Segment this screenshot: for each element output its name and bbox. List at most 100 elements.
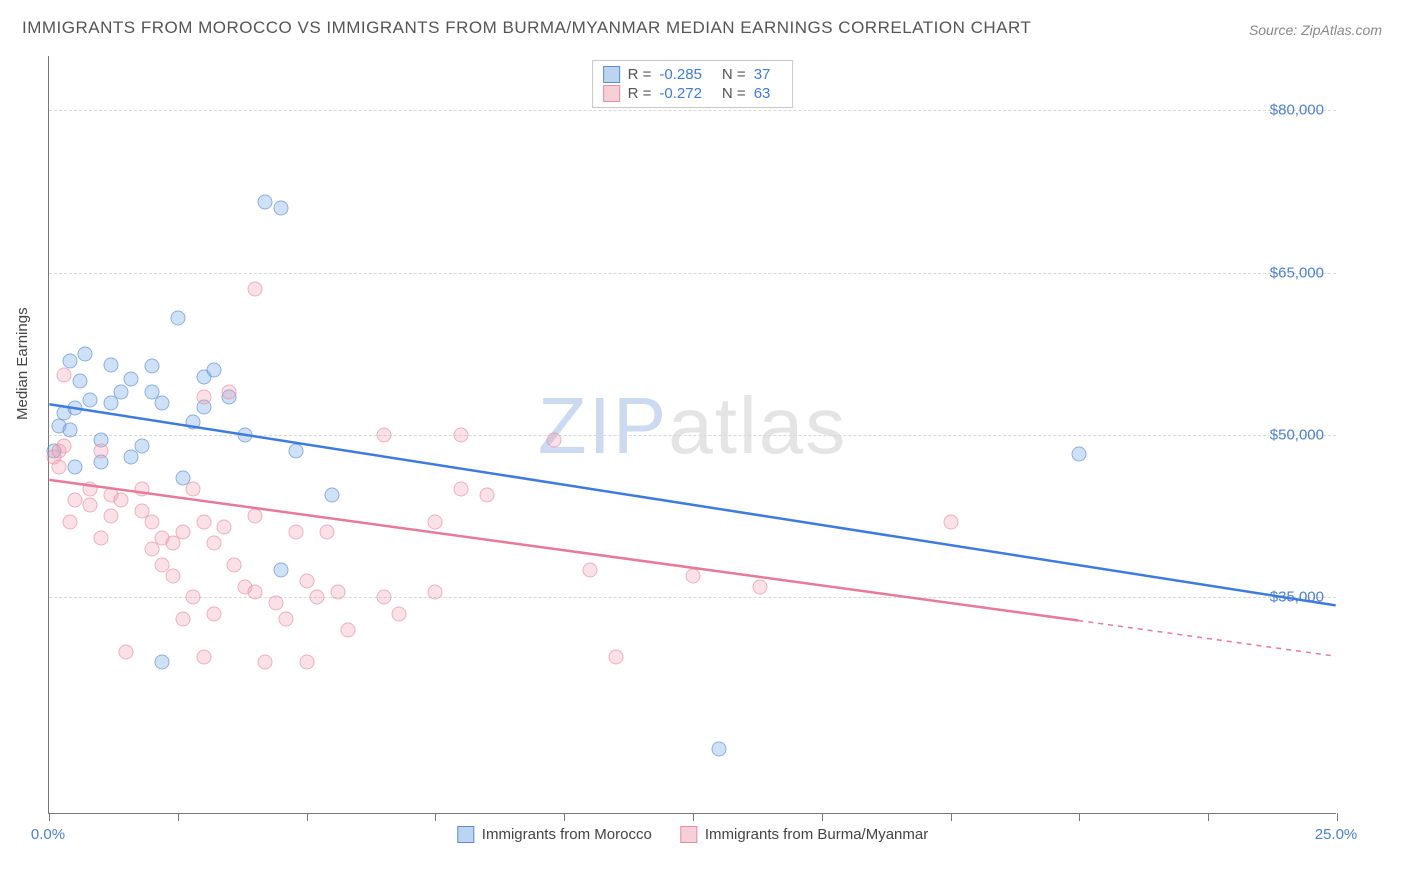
x-tick — [693, 813, 694, 821]
point-burma — [248, 281, 263, 296]
point-morocco — [83, 393, 98, 408]
point-morocco — [155, 395, 170, 410]
point-burma — [320, 525, 335, 540]
point-morocco — [237, 428, 252, 443]
point-morocco — [72, 373, 87, 388]
point-burma — [114, 492, 129, 507]
stats-legend-box: R = -0.285 N = 37 R = -0.272 N = 63 — [592, 60, 794, 108]
gridline — [49, 273, 1336, 274]
point-burma — [227, 557, 242, 572]
legend-label-burma: Immigrants from Burma/Myanmar — [705, 826, 928, 843]
point-morocco — [325, 487, 340, 502]
point-burma — [165, 568, 180, 583]
point-burma — [546, 433, 561, 448]
stats-row-morocco: R = -0.285 N = 37 — [603, 65, 783, 84]
point-morocco — [134, 438, 149, 453]
x-tick — [178, 813, 179, 821]
point-morocco — [62, 422, 77, 437]
point-burma — [175, 525, 190, 540]
point-burma — [309, 590, 324, 605]
swatch-blue-icon — [603, 66, 620, 83]
watermark: ZIPatlas — [538, 379, 847, 471]
point-burma — [196, 649, 211, 664]
gridline — [49, 110, 1336, 111]
point-burma — [52, 460, 67, 475]
point-burma — [278, 612, 293, 627]
point-burma — [943, 514, 958, 529]
swatch-pink-icon — [680, 826, 697, 843]
point-burma — [196, 514, 211, 529]
point-burma — [62, 514, 77, 529]
point-burma — [93, 530, 108, 545]
legend-label-morocco: Immigrants from Morocco — [482, 826, 652, 843]
x-tick — [822, 813, 823, 821]
chart-title: IMMIGRANTS FROM MOROCCO VS IMMIGRANTS FR… — [22, 18, 1031, 38]
gridline — [49, 597, 1336, 598]
n-label: N = — [722, 85, 746, 102]
x-tick — [307, 813, 308, 821]
watermark-atlas: atlas — [668, 380, 847, 469]
point-burma — [299, 655, 314, 670]
x-tick — [1337, 813, 1338, 821]
point-burma — [206, 606, 221, 621]
point-burma — [175, 612, 190, 627]
point-morocco — [67, 400, 82, 415]
x-tick-label: 25.0% — [1315, 826, 1358, 843]
point-morocco — [114, 384, 129, 399]
x-tick — [1208, 813, 1209, 821]
point-burma — [119, 644, 134, 659]
point-burma — [289, 525, 304, 540]
point-morocco — [145, 358, 160, 373]
point-burma — [206, 536, 221, 551]
point-burma — [428, 585, 443, 600]
x-tick — [1079, 813, 1080, 821]
point-burma — [376, 428, 391, 443]
watermark-zip: ZIP — [538, 380, 668, 469]
point-burma — [248, 585, 263, 600]
point-burma — [57, 438, 72, 453]
x-tick-label: 0.0% — [31, 826, 65, 843]
point-burma — [145, 514, 160, 529]
point-burma — [330, 585, 345, 600]
point-burma — [83, 498, 98, 513]
y-tick-label: $35,000 — [1270, 589, 1324, 606]
point-morocco — [273, 563, 288, 578]
point-burma — [340, 622, 355, 637]
y-tick-label: $65,000 — [1270, 264, 1324, 281]
point-morocco — [711, 742, 726, 757]
point-burma — [454, 428, 469, 443]
point-morocco — [67, 460, 82, 475]
point-morocco — [78, 346, 93, 361]
point-burma — [196, 390, 211, 405]
point-burma — [686, 568, 701, 583]
point-burma — [376, 590, 391, 605]
stats-row-burma: R = -0.272 N = 63 — [603, 84, 783, 103]
point-burma — [103, 509, 118, 524]
swatch-blue-icon — [457, 826, 474, 843]
point-burma — [608, 649, 623, 664]
legend-item-morocco: Immigrants from Morocco — [457, 826, 652, 843]
y-axis-label: Median Earnings — [14, 307, 31, 420]
swatch-pink-icon — [603, 85, 620, 102]
point-morocco — [258, 195, 273, 210]
point-morocco — [206, 363, 221, 378]
point-burma — [268, 595, 283, 610]
point-burma — [299, 574, 314, 589]
plot-area: ZIPatlas $35,000$50,000$65,000$80,000 R … — [48, 56, 1336, 814]
source-attribution: Source: ZipAtlas.com — [1249, 22, 1382, 38]
r-label: R = — [628, 66, 652, 83]
point-burma — [258, 655, 273, 670]
x-tick — [435, 813, 436, 821]
point-morocco — [155, 655, 170, 670]
point-morocco — [62, 354, 77, 369]
point-burma — [186, 482, 201, 497]
point-burma — [222, 384, 237, 399]
point-morocco — [170, 311, 185, 326]
morocco-n-value: 37 — [754, 66, 771, 83]
point-burma — [67, 492, 82, 507]
x-tick — [49, 813, 50, 821]
point-morocco — [289, 444, 304, 459]
point-burma — [57, 368, 72, 383]
morocco-r-value: -0.285 — [659, 66, 702, 83]
point-burma — [83, 482, 98, 497]
